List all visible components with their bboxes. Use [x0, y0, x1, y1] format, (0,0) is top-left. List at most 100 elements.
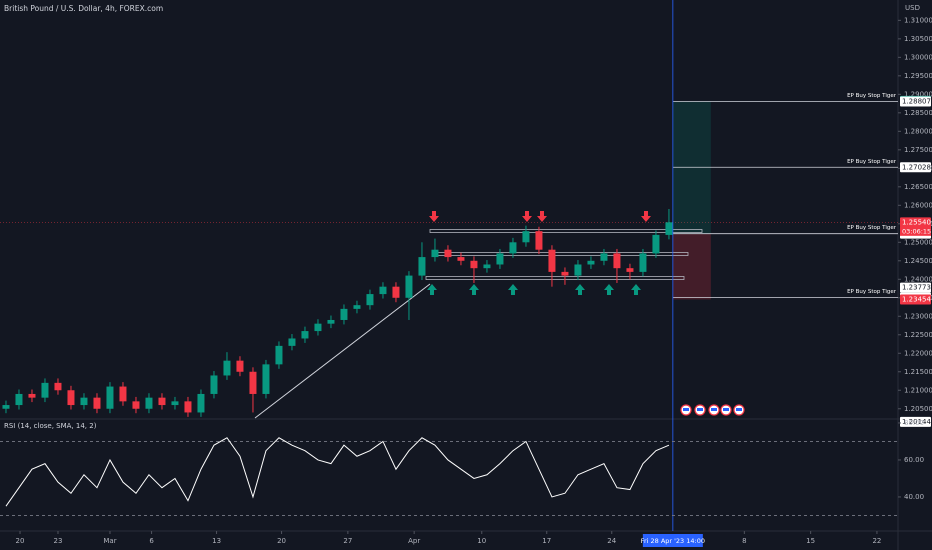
- y-tick-label: 1.21500: [904, 368, 932, 376]
- candle-body: [587, 260, 595, 265]
- currency: USD: [905, 4, 920, 12]
- candle-body: [327, 319, 335, 324]
- sell-arrow: [522, 211, 532, 222]
- y-tick-label: 1.27500: [904, 146, 932, 154]
- candle-body: [470, 260, 478, 269]
- sell-arrow: [429, 211, 439, 222]
- candle-body: [392, 286, 400, 298]
- y-tick-label: 1.30000: [904, 53, 932, 61]
- buy-arrow: [631, 284, 641, 295]
- candle-body: [15, 393, 23, 406]
- candle-body: [522, 231, 530, 243]
- x-tick-label: 20: [277, 537, 286, 545]
- y-tick-label: 1.24500: [904, 257, 932, 265]
- countdown-bg: [900, 226, 931, 236]
- candle-body: [613, 253, 621, 269]
- candle-body: [509, 242, 517, 254]
- candle-body: [379, 286, 387, 295]
- candle-body: [548, 249, 556, 272]
- level-label: EP Buy Stop Tiger: [847, 225, 897, 231]
- candle-body: [353, 305, 361, 309]
- event-flag-stripe: [723, 408, 729, 411]
- candle-body: [275, 345, 283, 365]
- x-tick-label: 27: [343, 537, 352, 545]
- candle-body: [249, 371, 257, 394]
- level-label: EP Buy Stop Tiger: [847, 159, 897, 165]
- buy-arrow: [604, 284, 614, 295]
- candle-body: [145, 397, 153, 409]
- candle-body: [314, 323, 322, 332]
- candle-body: [457, 257, 465, 261]
- x-tick-label: 6: [149, 537, 154, 545]
- x-tick-label: 13: [212, 537, 221, 545]
- price-tag-bg: [900, 282, 931, 293]
- candle-body: [184, 401, 192, 413]
- rsi-y-tick-label: 40.00: [904, 493, 924, 501]
- price-tag-bg: [900, 217, 931, 228]
- y-tick-label: 1.26000: [904, 201, 932, 209]
- x-tick-label: 10: [477, 537, 486, 545]
- rsi-line: [5, 437, 670, 507]
- candle-body: [340, 308, 348, 320]
- y-tick-label: 1.24000: [904, 275, 932, 283]
- buy-arrow: [575, 284, 585, 295]
- event-flag-stripe: [711, 408, 717, 411]
- candle-body: [639, 253, 647, 272]
- y-tick-label: 1.29500: [904, 72, 932, 80]
- candle-body: [158, 397, 166, 406]
- y-tick-label: 1.28000: [904, 127, 932, 135]
- cursor-label-bg: [642, 534, 703, 547]
- candle-body: [535, 231, 543, 250]
- x-tick-label: 22: [872, 537, 881, 545]
- x-tick-label: 17: [542, 537, 551, 545]
- candle-body: [561, 271, 569, 276]
- y-tick-label: 1.22500: [904, 331, 932, 339]
- price-tag-bg: [900, 96, 931, 107]
- candle-body: [41, 382, 49, 398]
- candle-body: [197, 393, 205, 413]
- range-rail: [429, 229, 703, 233]
- candle-body: [171, 401, 179, 406]
- candle-body: [132, 401, 140, 409]
- price-tag-bg: [900, 416, 931, 427]
- trend-line: [254, 283, 431, 419]
- x-tick-label: 15: [806, 537, 815, 545]
- candle-body: [431, 249, 439, 258]
- candle-body: [93, 397, 101, 409]
- buy-arrow: [508, 284, 518, 295]
- y-tick-label: 1.28500: [904, 109, 932, 117]
- rsi-y-tick-label: 80.00: [904, 419, 924, 427]
- loss-zone: [672, 233, 711, 300]
- candle-body: [210, 375, 218, 394]
- candle-body: [80, 397, 88, 406]
- x-tick-label: 8: [742, 537, 746, 545]
- candle-body: [119, 386, 127, 402]
- y-tick-label: 1.30500: [904, 35, 932, 43]
- x-tick-label: Mar: [103, 537, 116, 545]
- price-tag: 1.23773: [902, 284, 931, 292]
- countdown: 03:06:15: [902, 227, 931, 235]
- rsi-title: RSI (14, close, SMA, 14, 2): [4, 422, 97, 430]
- candle-body: [288, 338, 296, 346]
- candle-body: [2, 405, 10, 409]
- candle-body: [600, 253, 608, 261]
- candle-body: [67, 390, 75, 406]
- price-tag: 1.27028: [902, 163, 931, 171]
- event-flag-stripe: [683, 408, 689, 411]
- price-tag: 1.28807: [902, 97, 931, 105]
- y-tick-label: 1.22000: [904, 349, 932, 357]
- buy-arrow: [427, 284, 437, 295]
- candle-body: [28, 393, 36, 398]
- y-tick-label: 1.31000: [904, 16, 932, 24]
- candle-body: [496, 253, 504, 265]
- candle-body: [483, 264, 491, 269]
- event-flag-stripe: [697, 408, 703, 411]
- candle-body: [54, 382, 62, 391]
- price-tag-bg: [900, 294, 931, 305]
- range-rail: [425, 276, 685, 280]
- y-tick-label: 1.23000: [904, 312, 932, 320]
- candle-body: [405, 275, 413, 298]
- candle-body: [366, 294, 374, 306]
